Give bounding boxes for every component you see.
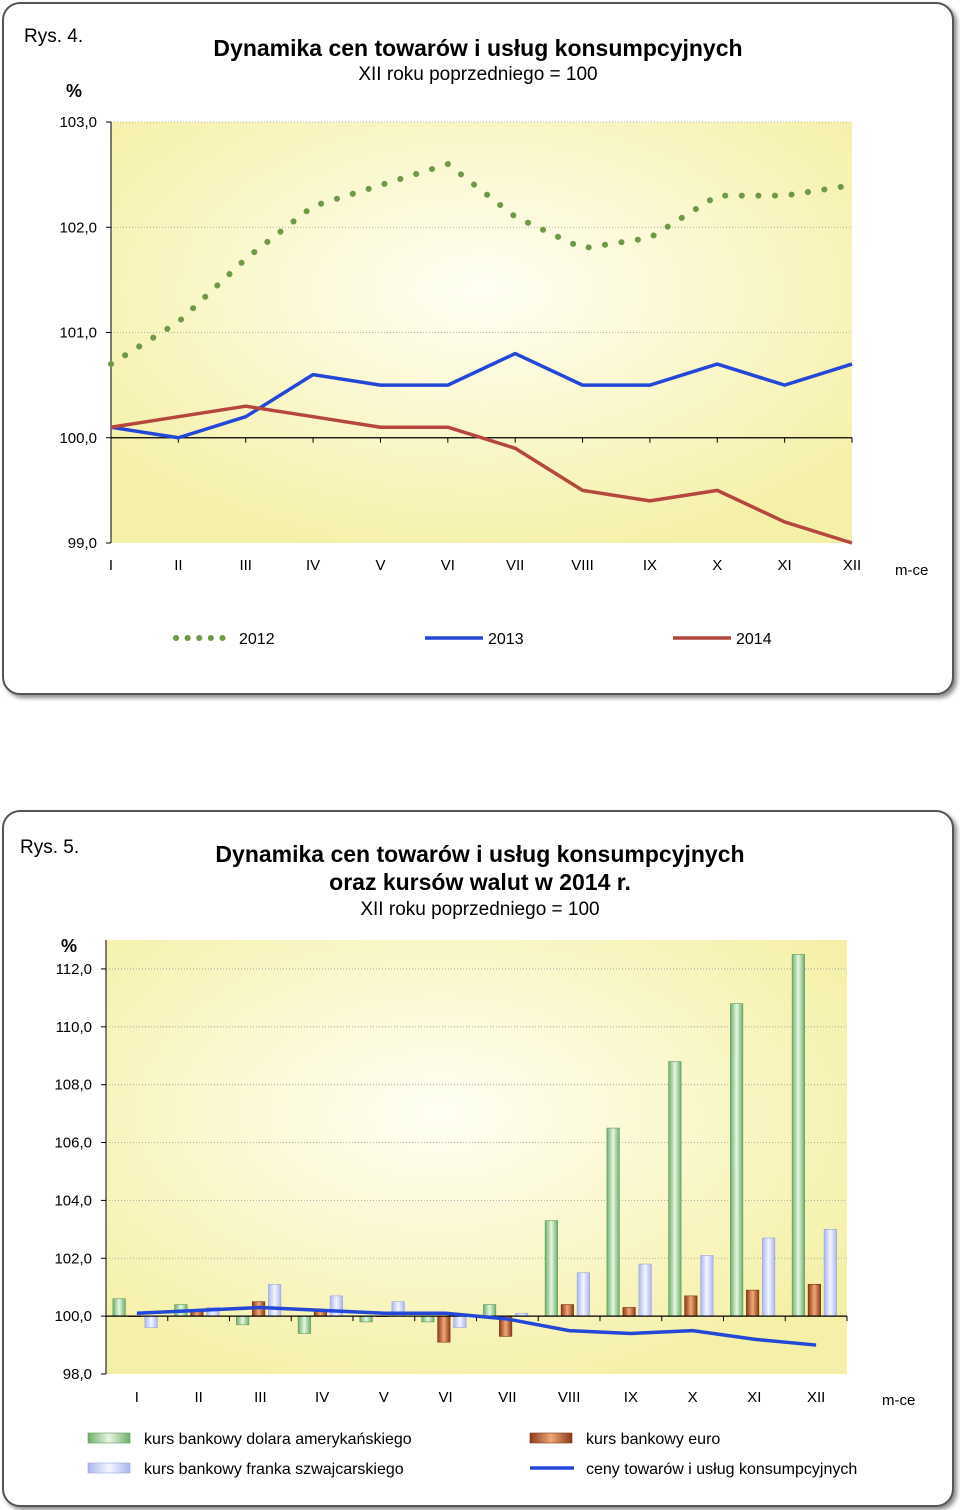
x-tick-label: VI [441,557,455,574]
y-tick-label: 100,0 [59,430,97,447]
y-tick-label: 102,0 [54,1250,92,1267]
x-tick-label: IX [643,557,657,574]
bar-0-VI [421,1315,435,1323]
bar-1-XI [746,1289,760,1317]
legend-label: kurs bankowy euro [586,1431,720,1448]
x-tick-label: XI [778,557,792,574]
bar-0-X [668,1061,682,1317]
legend-swatch [529,1432,573,1444]
x-tick-label: XII [807,1389,825,1406]
bar-2-X [700,1255,714,1317]
x-tick-label: X [712,557,722,574]
x-tick-label: V [375,557,385,574]
plot-area [106,940,847,1374]
y-tick-label: 104,0 [54,1192,92,1209]
bar-0-XI [730,1003,744,1317]
x-tick-label: VIII [558,1389,581,1406]
bar-2-XI [762,1237,776,1317]
x-tick-label: IV [315,1389,329,1406]
y-axis-label: % [61,936,77,956]
chart-subtitle: XII roku poprzedniego = 100 [358,64,597,85]
figure-label: Rys. 5. [20,837,79,858]
x-tick-label: XII [843,557,861,574]
bar-2-IV [329,1295,343,1317]
x-tick-label: I [109,557,113,574]
bar-2-VI [453,1315,467,1329]
legend-swatch [87,1432,131,1444]
y-tick-label: 100,0 [54,1308,92,1325]
series-line-ceny [136,1305,817,1347]
y-tick-label: 101,0 [59,325,97,342]
chart-title: Dynamika cen towarów i usług konsumpcyjn… [215,841,744,867]
y-tick-label: 110,0 [56,1019,92,1036]
y-tick-label: 99,0 [68,535,97,552]
bar-1-IX [622,1307,636,1317]
y-tick-label: 98,0 [63,1366,92,1383]
bar-0-III [236,1315,250,1326]
series-line-2013 [110,351,853,440]
x-tick-label: VII [498,1389,516,1406]
chart-rys4: Rys. 4. Dynamika cen towarów i usług kon… [24,26,928,648]
legend-label: 2013 [488,631,524,648]
y-tick-label: 108,0 [54,1077,92,1094]
bar-2-VIII [576,1272,590,1317]
x-tick-label: IX [624,1389,638,1406]
x-tick-label: VIII [571,557,594,574]
legend-label: ceny towarów i usług konsumpcyjnych [586,1461,857,1478]
bar-0-VII [483,1304,497,1317]
bar-2-IX [638,1263,652,1317]
legend-label: 2012 [239,631,275,648]
bar-2-XII [823,1229,837,1317]
x-tick-label: IV [306,557,320,574]
bar-0-IV [297,1315,311,1334]
x-tick-label: XI [747,1389,761,1406]
bar-1-VI [437,1315,451,1343]
x-tick-label: X [688,1389,698,1406]
bar-1-XII [807,1284,821,1317]
bar-1-X [684,1295,698,1317]
bar-0-I [112,1298,126,1317]
chart-subtitle: XII roku poprzedniego = 100 [360,899,599,920]
figure-label: Rys. 4. [24,26,83,47]
bar-0-IX [606,1127,620,1317]
y-tick-label: 102,0 [59,219,97,236]
bar-0-V [359,1315,373,1323]
x-axis-label: m-ce [882,1392,915,1409]
x-tick-label: II [174,557,182,574]
x-tick-label: VI [439,1389,453,1406]
y-axis-label: % [66,81,82,101]
legend-swatch [87,1462,131,1474]
series-line-2014 [110,404,853,545]
x-tick-label: I [135,1389,139,1406]
bar-0-VIII [544,1220,558,1317]
chart-title: Dynamika cen towarów i usług konsumpcyjn… [213,35,742,61]
bar-1-VIII [560,1304,574,1317]
x-tick-label: V [379,1389,389,1406]
x-tick-label: III [254,1389,267,1406]
x-tick-label: III [239,557,252,574]
y-tick-label: 112,0 [56,961,92,978]
bar-0-XII [791,954,805,1317]
y-tick-label: 106,0 [54,1135,92,1152]
legend-label: kurs bankowy dolara amerykańskiego [144,1431,412,1448]
x-axis-label: m-ce [895,562,928,579]
legend-label: 2014 [736,631,772,648]
bar-2-III [268,1284,282,1317]
x-tick-label: II [194,1389,202,1406]
y-tick-label: 103,0 [59,114,97,131]
chart-title-line2: oraz kursów walut w 2014 r. [329,869,631,895]
legend-label: kurs bankowy franka szwajcarskiego [144,1461,404,1478]
x-tick-label: VII [506,557,524,574]
bar-2-I [144,1315,158,1329]
